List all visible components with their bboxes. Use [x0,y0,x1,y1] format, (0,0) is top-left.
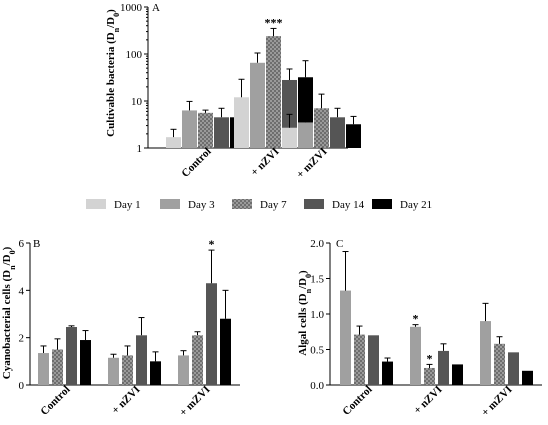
y-axis-label: Algal cells (Dn/D0) [297,270,313,356]
category-label: + nZVI [249,146,282,179]
bar-day-21 [346,124,361,148]
bar-day-21 [522,370,533,385]
y-tick-label: 0 [19,380,25,392]
bar-day-14 [206,283,217,385]
bar-day-21 [382,361,393,385]
y-tick-label: 1.0 [310,309,324,321]
bar-day-3 [108,357,119,385]
bar-day-1 [282,127,297,148]
y-tick-label: 2 [19,333,25,345]
significance-mark: *** [265,15,283,29]
bar-day-14 [330,117,345,148]
y-tick-label: 0.5 [310,345,324,357]
category-label: Control [340,384,374,418]
bar-day-3 [298,122,313,148]
legend-label: Day 3 [188,199,215,211]
bar-day-7 [494,343,505,385]
category-label: + mZVI [294,146,329,181]
legend-swatch-day-7 [232,199,252,209]
bar-day-3 [38,353,49,385]
bar-day-21 [452,364,463,385]
significance-mark: * [209,237,215,251]
panel-b: 0 2 4 6 B Control + nZVI * + mZVI [19,237,240,419]
legend-label: Day 14 [332,199,365,211]
legend-swatch-day-3 [160,199,180,209]
bar-day-14 [508,352,519,385]
y-tick-label: 100 [126,49,143,61]
legend-label: Day 1 [114,199,141,211]
bar-day-1 [234,97,249,148]
panel-a: 1 10 100 1000 A Control *** + nZVI + mZVI [120,2,361,181]
y-tick-label: 1.5 [310,274,324,286]
legend-swatch-day-1 [86,199,106,209]
legend-swatch-day-14 [304,199,324,209]
bar-day-21 [220,318,231,385]
bar-day-7 [198,112,213,148]
bar-day-7 [192,335,203,385]
panel-c: 0.0 0.5 1.0 1.5 2.0 C Control * * + nZVI + mZVI [310,238,542,419]
bar-day-7 [52,349,63,385]
bar-day-3 [178,355,189,385]
bar-day-14 [368,335,379,385]
bar-day-21 [150,361,161,385]
bar-day-3 [250,62,265,148]
bar-day-7 [122,355,133,385]
bar-day-7 [354,334,365,385]
bar-day-1 [166,137,181,148]
bar-day-21 [80,340,91,385]
y-axis-label: Cultivable bacteria (Dn/D0) [105,9,121,137]
legend-swatch-day-21 [372,199,392,209]
y-tick-label: 6 [19,238,25,250]
category-label: Control [38,384,72,418]
y-tick-label: 1000 [120,2,143,14]
y-tick-label: 10 [131,96,143,108]
bar-day-7 [266,36,281,149]
bar-day-3 [182,110,197,148]
category-label: Control [179,146,213,180]
y-tick-label: 4 [19,285,25,297]
bar-day-14 [438,350,449,385]
category-label: + mZVI [177,384,212,419]
bar-day-14 [66,327,77,385]
category-label: + mZVI [479,384,514,419]
panel-label: B [33,238,40,250]
y-tick-label: 1 [137,143,143,155]
legend: Day 1 Day 3 Day 7 Day 14 Day 21 [86,199,432,211]
category-label: + nZVI [412,384,445,417]
y-tick-label: 2.0 [310,238,324,250]
panel-label: A [152,2,160,14]
legend-label: Day 7 [260,199,287,211]
y-axis-label: Cyanobacterial cells (Dn/D0) [1,246,17,379]
bar-day-3 [340,290,351,385]
bar-day-3 [480,321,491,385]
y-tick-label: 0.0 [310,380,324,392]
bar-day-14 [214,117,229,148]
legend-label: Day 21 [400,199,432,211]
significance-mark: * [427,351,433,365]
bar-day-7 [314,108,329,148]
bar-day-3 [410,326,421,385]
category-label: + nZVI [110,384,143,417]
bar-day-14 [136,335,147,385]
panel-label: C [336,238,343,250]
bar-day-7 [424,367,435,385]
significance-mark: * [413,312,419,326]
